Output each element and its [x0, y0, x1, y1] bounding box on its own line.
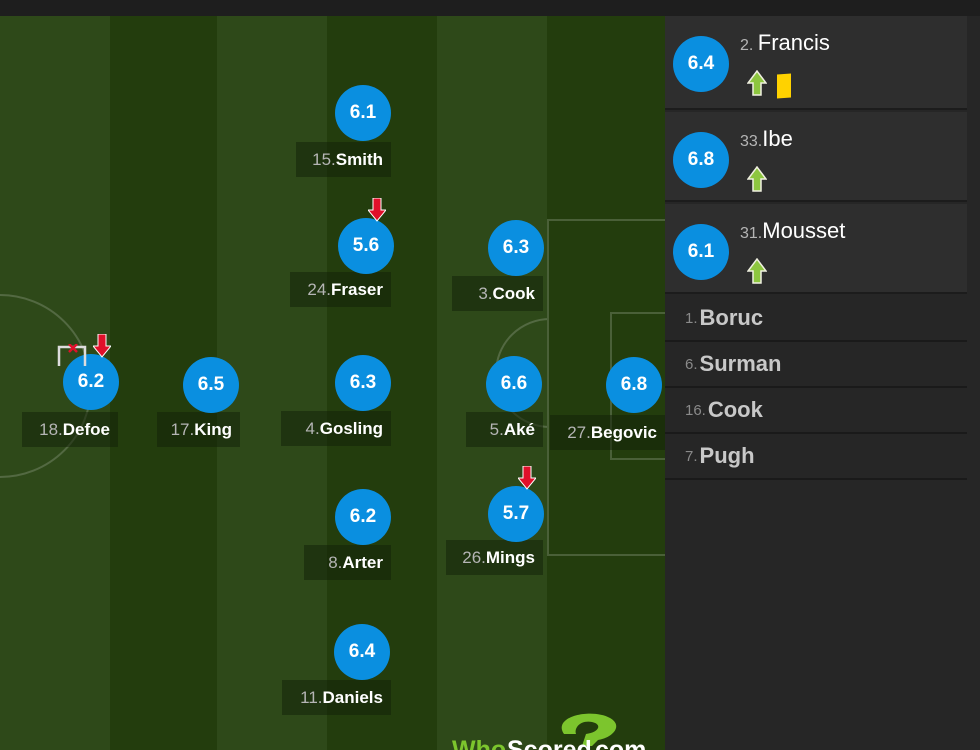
player-label: 27. Begovic	[550, 415, 665, 450]
player-rating: 6.2	[335, 489, 391, 545]
player-name: 2. Francis	[740, 30, 830, 55]
player-name: Mings	[485, 547, 535, 567]
top-bar	[0, 0, 980, 16]
player-rating: 6.1	[673, 224, 729, 280]
player-rating: 6.8	[673, 132, 729, 188]
player-name: Arter	[342, 552, 383, 572]
subbed-off-icon	[366, 197, 388, 222]
player-number: 16.	[685, 401, 706, 419]
player-number: 15.	[312, 149, 336, 169]
subbed-off-icon	[91, 333, 113, 358]
svg-text:.com: .com	[588, 736, 646, 750]
player-name: 33.Ibe	[740, 126, 793, 151]
player-name: Aké	[503, 419, 535, 439]
bench-player-surman[interactable]: 6. Surman	[665, 342, 967, 388]
player-label: 4. Gosling	[281, 411, 391, 446]
svg-text:Scored: Scored	[507, 736, 592, 750]
player-name: Fraser	[331, 279, 383, 299]
player-name: Daniels	[322, 687, 383, 707]
player-rating: 6.8	[606, 357, 662, 413]
player-name: King	[194, 419, 232, 439]
player-number: 7.	[685, 447, 698, 465]
player-name: Surman	[699, 351, 782, 376]
subbed-on-icon	[746, 257, 768, 289]
player-rating: 6.4	[673, 36, 729, 92]
subbed-on-icon	[746, 69, 768, 101]
player-name: Smith	[335, 149, 383, 169]
player-number: 17.	[170, 419, 195, 439]
player-rating: 6.3	[488, 220, 544, 276]
player-number: 6.	[685, 355, 698, 373]
substitute-francis[interactable]: 6.4 2. Francis	[665, 16, 967, 110]
player-label: 18. Defoe	[22, 412, 118, 447]
player-label: 26. Mings	[446, 540, 543, 575]
player-name: Pugh	[699, 443, 755, 468]
player-rating: 6.4	[334, 624, 390, 680]
player-rating: 6.6	[486, 356, 542, 412]
svg-text:Who: Who	[452, 736, 506, 750]
player-name: Cook	[707, 397, 763, 422]
player-rating: 6.3	[335, 355, 391, 411]
player-label: 24. Fraser	[290, 272, 391, 307]
player-name: Gosling	[319, 418, 383, 438]
player-number: 3.	[478, 283, 493, 303]
substitute-mousset[interactable]: 6.1 31.Mousset	[665, 204, 967, 294]
player-rating: 6.5	[183, 357, 239, 413]
player-name: Begovic	[590, 422, 657, 442]
player-label: 8. Arter	[304, 545, 391, 580]
subbed-on-icon	[746, 165, 768, 197]
player-number: 27.	[567, 422, 591, 442]
player-number: 18.	[39, 419, 63, 439]
subbed-off-icon	[516, 465, 538, 490]
missed-shot-icon	[57, 344, 87, 366]
player-label: 5. Aké	[466, 412, 543, 447]
player-label: 17. King	[157, 412, 240, 447]
player-rating: 5.7	[488, 486, 544, 542]
whoscored-logo: Who Scored .com	[452, 713, 646, 750]
player-number: 11.	[300, 687, 323, 707]
player-number: 8.	[328, 552, 343, 572]
player-label: 15. Smith	[296, 142, 391, 177]
player-rating: 6.2	[63, 354, 119, 410]
player-number: 1.	[685, 309, 698, 327]
player-number: 4.	[305, 418, 320, 438]
sidebar: 6.4 2. Francis 6.8 33.Ibe 6.1 31.Mousset 1. B…	[665, 16, 980, 750]
player-rating: 6.1	[335, 85, 391, 141]
player-number: 24.	[307, 279, 332, 299]
player-name: Boruc	[699, 305, 764, 330]
player-label: 3. Cook	[452, 276, 543, 311]
substitute-ibe[interactable]: 6.8 33.Ibe	[665, 112, 967, 202]
bench-player-cook[interactable]: 16. Cook	[665, 388, 967, 434]
bench-player-pugh[interactable]: 7. Pugh	[665, 434, 967, 480]
yellow-card-icon	[777, 73, 791, 98]
player-number: 5.	[489, 419, 504, 439]
pitch: 15. Smith 6.1 24. Fraser 5.6 3. Cook 6.3 18. Defo…	[0, 16, 665, 750]
player-number: 26.	[462, 547, 486, 567]
player-name: 31.Mousset	[740, 218, 846, 243]
player-name: Defoe	[62, 419, 110, 439]
bench-player-boruc[interactable]: 1. Boruc	[665, 296, 967, 342]
player-label: 11. Daniels	[282, 680, 391, 715]
player-name: Cook	[492, 283, 536, 303]
player-rating: 5.6	[338, 218, 394, 274]
